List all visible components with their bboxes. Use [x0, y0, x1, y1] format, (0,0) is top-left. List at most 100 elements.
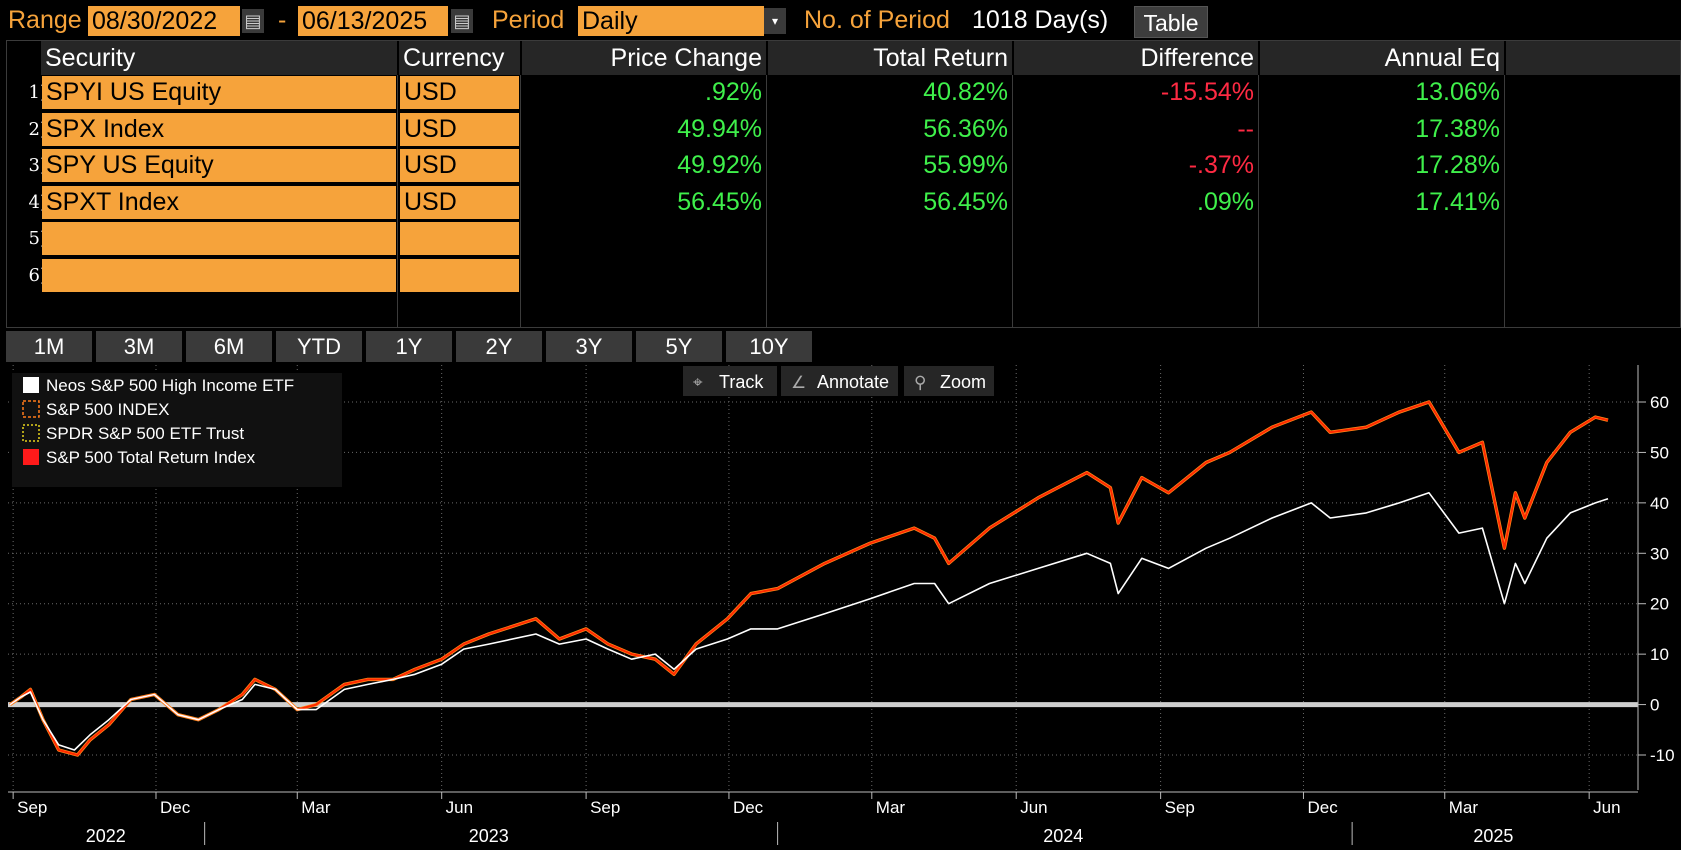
- price-change-value: 56.45%: [677, 187, 762, 216]
- security-cell[interactable]: SPY US Equity: [42, 149, 396, 182]
- num-periods-value: 1018 Day(s): [972, 6, 1109, 34]
- legend-entry: SPDR S&P 500 ETF Trust: [46, 424, 244, 443]
- column-divider: [520, 75, 521, 327]
- legend-box: [12, 373, 342, 487]
- annual-eq-value: 17.38%: [1415, 114, 1500, 143]
- security-cell[interactable]: [42, 222, 396, 255]
- tool-label: Annotate: [817, 372, 889, 392]
- x-year-label: 2025: [1473, 826, 1513, 846]
- column-divider: [1258, 75, 1259, 327]
- period-button-2y[interactable]: 2Y: [456, 331, 542, 362]
- x-tick-label: Jun: [446, 798, 473, 817]
- period-button-3y[interactable]: 3Y: [546, 331, 632, 362]
- currency-cell[interactable]: USD: [400, 185, 519, 219]
- period-button-1m[interactable]: 1M: [6, 331, 92, 362]
- y-tick-label: 50: [1650, 443, 1669, 462]
- x-tick-label: Jun: [1020, 798, 1047, 817]
- period-button-1y[interactable]: 1Y: [366, 331, 452, 362]
- difference-value: .09%: [1197, 187, 1254, 216]
- pencil-icon: ∠: [791, 373, 806, 392]
- securities-table: Security Currency Price Change Total Ret…: [6, 40, 1681, 328]
- legend-swatch: [23, 449, 39, 465]
- period-button-3m[interactable]: 3M: [96, 331, 182, 362]
- x-tick-label: Dec: [733, 798, 764, 817]
- tool-button-annotate[interactable]: [781, 366, 898, 396]
- x-year-label: 2024: [1043, 826, 1083, 846]
- y-tick-label: 40: [1650, 494, 1669, 513]
- security-cell[interactable]: SPXT Index: [42, 185, 396, 219]
- start-date-input[interactable]: 08/30/2022: [88, 6, 240, 36]
- period-button-10y[interactable]: 10Y: [726, 331, 812, 362]
- x-tick-label: Jun: [1593, 798, 1620, 817]
- y-tick-label: 30: [1650, 544, 1669, 563]
- y-tick-label: -10: [1650, 746, 1675, 765]
- header-price-change[interactable]: Price Change: [522, 41, 766, 75]
- column-divider: [1012, 75, 1013, 327]
- y-tick-label: 20: [1650, 595, 1669, 614]
- x-tick-label: Dec: [1307, 798, 1338, 817]
- x-tick-label: Mar: [1449, 798, 1479, 817]
- x-tick-label: Dec: [160, 798, 191, 817]
- legend-swatch: [22, 424, 40, 442]
- header-total-return[interactable]: Total Return: [768, 41, 1012, 75]
- total-return-value: 56.36%: [923, 114, 1008, 143]
- legend-entry: S&P 500 INDEX: [46, 400, 169, 419]
- period-label: Period: [492, 6, 565, 34]
- currency-cell[interactable]: [400, 258, 519, 292]
- difference-value: --: [1237, 114, 1254, 143]
- currency-cell[interactable]: USD: [400, 76, 519, 109]
- period-button-5y[interactable]: 5Y: [636, 331, 722, 362]
- tool-button-track[interactable]: [683, 366, 777, 396]
- y-tick-label: 10: [1650, 645, 1669, 664]
- price-change-value: .92%: [705, 78, 762, 106]
- period-button-6m[interactable]: 6M: [186, 331, 272, 362]
- column-divider: [766, 75, 767, 327]
- total-return-value: 55.99%: [923, 151, 1008, 179]
- tool-label: Track: [719, 372, 764, 392]
- range-label: Range: [8, 6, 82, 34]
- crosshair-icon: ⌖: [693, 373, 703, 392]
- column-divider: [1504, 75, 1505, 327]
- security-cell[interactable]: [42, 258, 396, 292]
- x-tick-label: Sep: [17, 798, 47, 817]
- currency-cell[interactable]: USD: [400, 112, 519, 146]
- header-blank: [1506, 41, 1680, 75]
- security-cell[interactable]: SPX Index: [42, 112, 396, 146]
- price-change-value: 49.94%: [677, 114, 762, 143]
- currency-cell[interactable]: USD: [400, 149, 519, 182]
- range-dash: -: [278, 6, 287, 34]
- currency-cell[interactable]: [400, 222, 519, 255]
- legend-swatch: [23, 377, 39, 393]
- annual-eq-value: 13.06%: [1415, 78, 1500, 106]
- series-line-neos-high-income[interactable]: [9, 492, 1609, 751]
- column-divider: [397, 75, 398, 327]
- end-date-input[interactable]: 06/13/2025: [298, 6, 448, 36]
- header-difference[interactable]: Difference: [1014, 41, 1258, 75]
- x-tick-label: Mar: [876, 798, 906, 817]
- calendar-icon[interactable]: ▤: [451, 9, 473, 33]
- header-security[interactable]: Security: [41, 41, 397, 75]
- header-currency[interactable]: Currency: [399, 41, 520, 75]
- difference-value: -15.54%: [1160, 78, 1254, 106]
- table-button[interactable]: Table: [1134, 6, 1208, 38]
- legend-entry: S&P 500 Total Return Index: [46, 448, 256, 467]
- x-year-label: 2023: [469, 826, 509, 846]
- period-button-ytd[interactable]: YTD: [276, 331, 362, 362]
- security-cell[interactable]: SPYI US Equity: [42, 76, 396, 109]
- header-annual-eq[interactable]: Annual Eq: [1260, 41, 1504, 75]
- x-tick-label: Sep: [1165, 798, 1195, 817]
- difference-value: -.37%: [1188, 151, 1254, 179]
- chevron-down-icon[interactable]: ▾: [764, 8, 786, 34]
- x-tick-label: Mar: [301, 798, 331, 817]
- annual-eq-value: 17.28%: [1415, 151, 1500, 179]
- y-tick-label: 0: [1650, 696, 1659, 715]
- num-periods-label: No. of Period: [804, 6, 950, 34]
- x-tick-label: Sep: [590, 798, 620, 817]
- tool-button-zoom[interactable]: [904, 366, 994, 396]
- calendar-icon[interactable]: ▤: [242, 9, 264, 33]
- x-year-label: 2022: [86, 826, 126, 846]
- annual-eq-value: 17.41%: [1415, 187, 1500, 216]
- period-select[interactable]: Daily: [578, 6, 764, 36]
- y-tick-label: 60: [1650, 393, 1669, 412]
